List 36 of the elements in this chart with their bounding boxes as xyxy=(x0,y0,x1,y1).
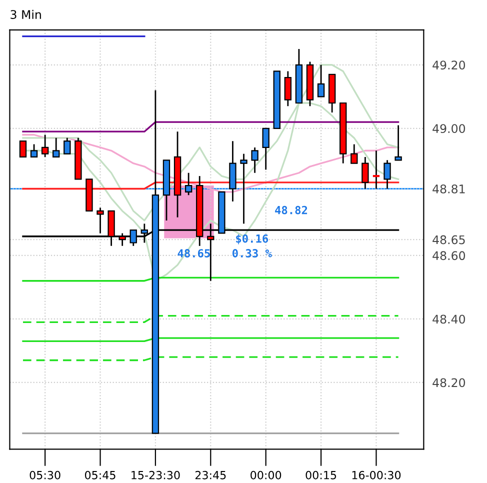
y-tick-label: 48.20 xyxy=(432,378,466,388)
x-tick-label: 00:00 xyxy=(250,470,282,480)
annotation: $0.16 xyxy=(236,234,268,244)
y-tick-label: 48.60 xyxy=(432,251,466,260)
x-tick-label: 16-00:30 xyxy=(352,470,401,480)
x-tick-label: 05:45 xyxy=(84,470,116,480)
x-tick-label: 15-23:30 xyxy=(132,470,180,480)
candlestick xyxy=(394,124,402,161)
x-tick-label: 23:45 xyxy=(195,470,226,480)
x-tick-label: 00:15 xyxy=(306,470,336,480)
y-tick-label: 48.65 xyxy=(432,235,465,244)
annotation: 48.65 xyxy=(178,249,210,258)
candlestick xyxy=(240,153,248,224)
line-series xyxy=(22,134,400,193)
annotation: 0.33 % xyxy=(232,249,272,258)
candlestick xyxy=(96,207,104,234)
candlestick xyxy=(251,146,258,174)
candlestick xyxy=(284,70,292,107)
candlestick xyxy=(317,64,325,98)
candlestick xyxy=(64,137,71,155)
candlestick xyxy=(362,156,369,190)
x-tick-label: 05:30 xyxy=(30,470,60,480)
candlestick xyxy=(30,144,38,158)
candlestick xyxy=(184,172,192,196)
candlestick xyxy=(262,128,270,170)
chart-title: 3 Min xyxy=(10,10,41,20)
y-tick-label: 49.00 xyxy=(432,124,466,134)
y-tick-label: 49.20 xyxy=(432,60,466,70)
candlestick xyxy=(52,137,60,158)
candlestick xyxy=(19,140,27,158)
y-tick-label: 48.40 xyxy=(432,314,466,324)
candlestick xyxy=(41,134,49,158)
candlestick xyxy=(384,159,391,190)
y-tick-label: 48.81 xyxy=(432,184,465,194)
candlestick xyxy=(350,144,358,164)
annotation: 48.82 xyxy=(275,206,308,214)
